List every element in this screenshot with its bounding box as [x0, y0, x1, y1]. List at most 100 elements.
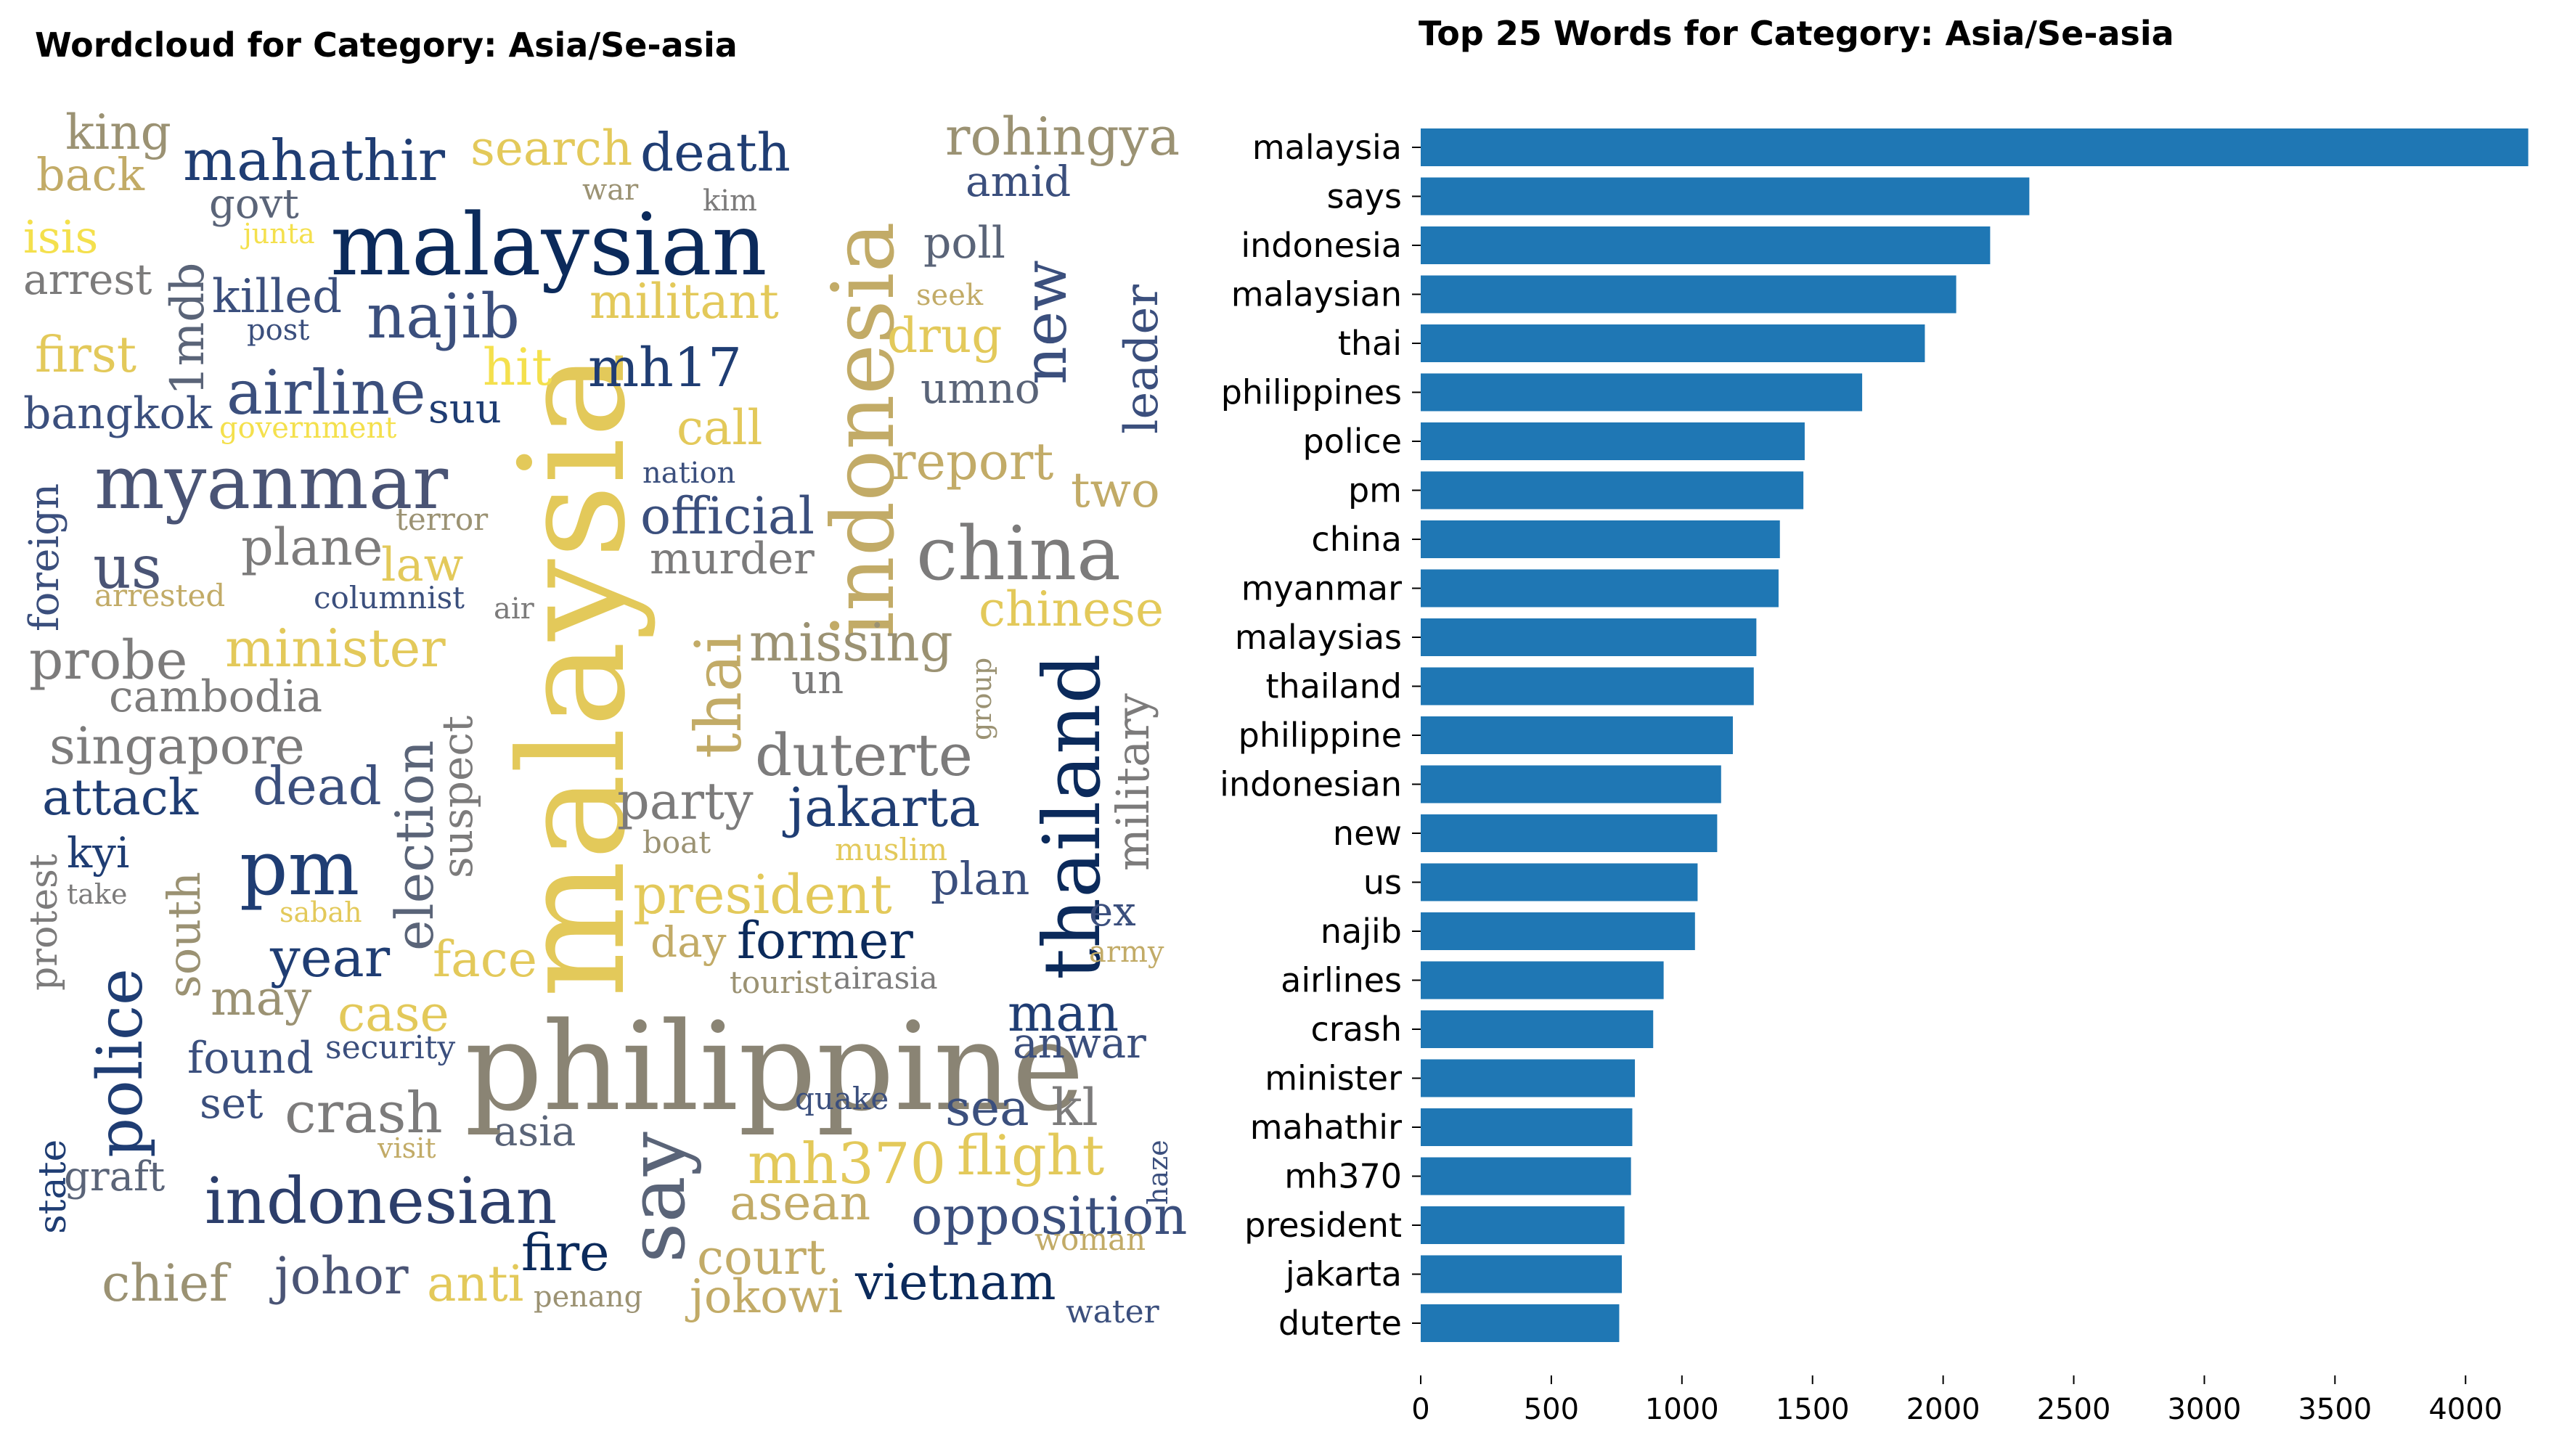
cloud-word-pm: pm: [240, 824, 359, 912]
bar-mh370: [1421, 1157, 1631, 1195]
cloud-word-indonesian: indonesian: [205, 1163, 557, 1238]
cloud-word-visit: visit: [377, 1132, 436, 1164]
cloud-word-malaysia: malaysia: [489, 351, 658, 998]
cloud-word-malaysian: malaysian: [330, 195, 767, 295]
bar-malaysias: [1421, 618, 1757, 656]
cloud-word-philippine: philippine: [465, 996, 1084, 1138]
cloud-word-flight: flight: [957, 1123, 1104, 1187]
cloud-word-case: case: [338, 986, 449, 1043]
cloud-word-kyi: kyi: [67, 828, 129, 878]
cloud-word-junta: junta: [240, 218, 315, 250]
bar-duterte: [1421, 1304, 1620, 1342]
bar-says: [1421, 177, 2030, 216]
y-tick-label-thailand: thailand: [1266, 667, 1402, 706]
y-tick-label-us: us: [1363, 863, 1402, 902]
cloud-word-haze: haze: [1142, 1140, 1174, 1205]
cloud-word-tourist: tourist: [730, 965, 832, 1000]
y-tick-label-najib: najib: [1321, 912, 1402, 951]
y-tick-label-malaysia: malaysia: [1252, 128, 1402, 167]
cloud-word-man: man: [1008, 983, 1119, 1043]
cloud-word-woman: woman: [1035, 1222, 1146, 1257]
cloud-word-president: president: [633, 864, 892, 926]
cloud-word-call: call: [677, 400, 763, 456]
cloud-word-new: new: [1011, 260, 1080, 385]
cloud-word-quake: quake: [795, 1081, 889, 1116]
y-tick-label-airlines: airlines: [1281, 961, 1402, 1000]
cloud-word-found: found: [187, 1033, 314, 1084]
cloud-word-election: election: [384, 740, 445, 951]
bar-mahathir: [1421, 1108, 1633, 1146]
cloud-word-search: search: [470, 120, 632, 176]
cloud-word-cambodia: cambodia: [109, 671, 322, 722]
cloud-word-jokowi: jokowi: [685, 1270, 843, 1324]
cloud-word-former: former: [737, 911, 913, 970]
cloud-word-us: us: [93, 533, 162, 602]
bar-minister: [1421, 1059, 1636, 1097]
cloud-word-south: south: [158, 872, 211, 998]
cloud-word-suspect: suspect: [433, 716, 482, 878]
cloud-word-indonesia: indonesia: [813, 221, 913, 639]
cloud-word-official: official: [640, 486, 815, 546]
y-tick-label-minister: minister: [1265, 1059, 1402, 1098]
cloud-word-army: army: [1089, 936, 1164, 969]
cloud-word-bangkok: bangkok: [23, 388, 213, 439]
cloud-word-1mdb: 1mdb: [161, 263, 215, 396]
cloud-word-murder: murder: [650, 533, 815, 584]
bar-thai: [1421, 324, 1925, 362]
cloud-word-singapore: singapore: [49, 716, 305, 776]
cloud-word-report: report: [891, 432, 1053, 491]
cloud-word-opposition: opposition: [911, 1185, 1188, 1246]
x-tick-label: 500: [1524, 1393, 1579, 1426]
cloud-word-najib: najib: [367, 281, 520, 352]
bar-malaysian: [1421, 275, 1956, 314]
cloud-word-hit: hit: [483, 338, 552, 397]
x-tick-label: 1000: [1645, 1393, 1719, 1426]
cloud-word-boat: boat: [642, 825, 711, 860]
x-tick-label: 2000: [1906, 1393, 1980, 1426]
bar-malaysia: [1421, 128, 2529, 166]
bar-police: [1421, 422, 1805, 460]
cloud-word-foreign: foreign: [21, 483, 68, 631]
bar-najib: [1421, 912, 1695, 950]
cloud-word-chief: chief: [102, 1253, 232, 1313]
cloud-word-dead: dead: [253, 756, 382, 817]
cloud-word-mh17: mh17: [588, 337, 742, 399]
y-tick-label-indonesian: indonesian: [1220, 765, 1402, 804]
cloud-word-back: back: [36, 148, 144, 201]
cloud-word-johor: johor: [269, 1246, 409, 1306]
y-tick-label-mh370: mh370: [1284, 1157, 1402, 1196]
cloud-word-group: group: [966, 658, 997, 740]
cloud-word-fire: fire: [521, 1223, 610, 1283]
cloud-word-two: two: [1071, 462, 1160, 518]
cloud-word-asia: asia: [494, 1108, 576, 1156]
cloud-word-minister: minister: [225, 618, 446, 679]
y-tick-label-philippines: philippines: [1221, 373, 1402, 412]
cloud-word-war: war: [582, 173, 639, 207]
cloud-word-take: take: [67, 878, 127, 910]
y-tick-label-myanmar: myanmar: [1241, 569, 1402, 608]
cloud-word-mh370: mh370: [748, 1132, 946, 1197]
cloud-word-seek: seek: [916, 279, 984, 312]
cloud-word-may: may: [211, 970, 312, 1026]
bar-philippines: [1421, 373, 1863, 412]
cloud-word-nation: nation: [642, 457, 735, 490]
x-tick-label: 3000: [2168, 1393, 2242, 1426]
wordcloud-title: Wordcloud for Category: Asia/Se-asia: [35, 25, 738, 65]
cloud-word-ex: ex: [1089, 888, 1136, 936]
bar-president: [1421, 1206, 1625, 1244]
y-tick-label-china: china: [1311, 520, 1402, 559]
y-tick-label-president: president: [1244, 1206, 1402, 1245]
cloud-word-water: water: [1066, 1293, 1160, 1330]
bar-chart: malaysia says indonesia malaysian thai philip…: [1220, 128, 2529, 1426]
y-tick-label-crash: crash: [1310, 1010, 1402, 1049]
cloud-word-sabah: sabah: [279, 896, 362, 928]
cloud-word-government: government: [219, 412, 396, 445]
cloud-word-missing: missing: [749, 612, 953, 673]
cloud-word-thailand: thailand: [1027, 653, 1118, 980]
y-tick-label-police: police: [1303, 422, 1403, 461]
cloud-word-year: year: [269, 927, 391, 989]
x-tick-label: 4000: [2428, 1393, 2502, 1426]
x-tick-label: 3500: [2298, 1393, 2372, 1426]
y-tick-label-malaysian: malaysian: [1231, 275, 1402, 314]
bar-china: [1421, 520, 1780, 558]
